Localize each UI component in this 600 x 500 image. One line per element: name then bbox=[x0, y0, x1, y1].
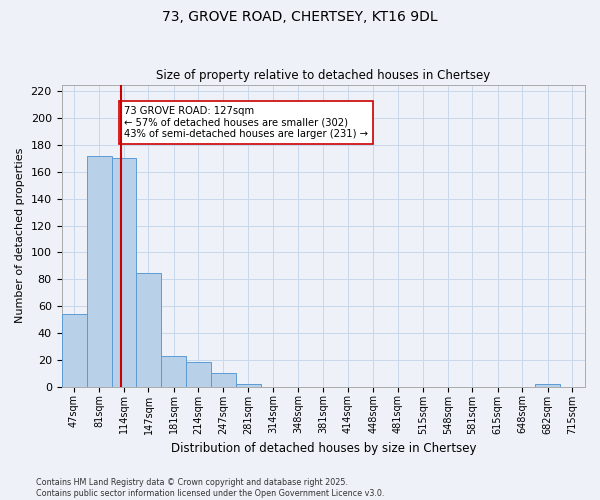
Y-axis label: Number of detached properties: Number of detached properties bbox=[15, 148, 25, 324]
Bar bbox=[86, 156, 112, 386]
Text: Contains HM Land Registry data © Crown copyright and database right 2025.
Contai: Contains HM Land Registry data © Crown c… bbox=[36, 478, 385, 498]
Bar bbox=[535, 384, 560, 386]
Title: Size of property relative to detached houses in Chertsey: Size of property relative to detached ho… bbox=[156, 69, 490, 82]
Bar bbox=[161, 356, 186, 386]
Bar bbox=[236, 384, 261, 386]
Bar bbox=[136, 272, 161, 386]
Text: 73 GROVE ROAD: 127sqm
← 57% of detached houses are smaller (302)
43% of semi-det: 73 GROVE ROAD: 127sqm ← 57% of detached … bbox=[124, 106, 368, 139]
Bar bbox=[112, 158, 136, 386]
Bar bbox=[62, 314, 86, 386]
Text: 73, GROVE ROAD, CHERTSEY, KT16 9DL: 73, GROVE ROAD, CHERTSEY, KT16 9DL bbox=[162, 10, 438, 24]
Bar bbox=[211, 373, 236, 386]
Bar bbox=[186, 362, 211, 386]
X-axis label: Distribution of detached houses by size in Chertsey: Distribution of detached houses by size … bbox=[170, 442, 476, 455]
